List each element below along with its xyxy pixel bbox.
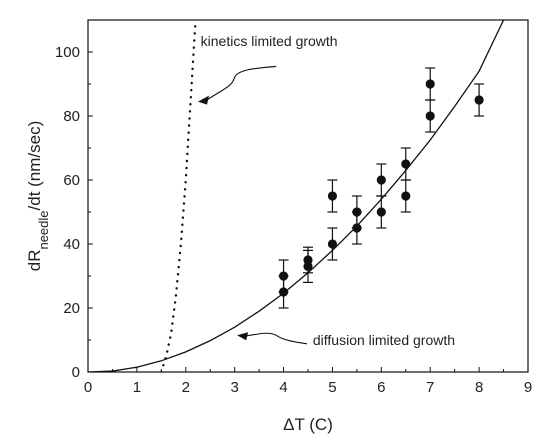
marker-11 — [401, 159, 411, 169]
data-point-13 — [425, 67, 436, 101]
marker-10 — [401, 191, 411, 201]
y-tick-label-4: 80 — [63, 108, 80, 125]
marker-13 — [425, 79, 435, 89]
x-tick-label-7: 7 — [426, 379, 434, 396]
x-tick-label-8: 8 — [475, 379, 483, 396]
plot-frame — [87, 19, 529, 373]
data-point-11 — [400, 147, 411, 181]
data-point-14 — [474, 83, 485, 117]
y-axis-title-subscript: needle — [36, 210, 51, 249]
y-tick-label-5: 100 — [55, 44, 80, 61]
annotation-kinetics: kinetics limited growth — [201, 33, 338, 49]
kinetics-arrow — [205, 65, 277, 102]
y-tick-label-0: 0 — [72, 364, 80, 381]
ticks-layer: 0 1 2 3 4 5 6 7 8 9 0 20 40 60 80 100 — [55, 19, 532, 396]
data-point-5 — [327, 179, 338, 213]
x-axis-title: ΔT (C) — [283, 415, 333, 434]
data-point-9 — [376, 163, 387, 197]
x-tick-label-3: 3 — [230, 379, 238, 396]
y-tick-label-3: 60 — [63, 172, 80, 189]
diffusion-curve — [88, 20, 505, 372]
x-tick-label-1: 1 — [133, 379, 141, 396]
annotation-diffusion: diffusion limited growth — [313, 332, 455, 348]
kinetics-arrowhead — [198, 95, 209, 105]
x-tick-label-5: 5 — [328, 379, 336, 396]
y-axis-title-rest: /dt (nm/sec) — [25, 121, 44, 211]
diffusion-arrow — [245, 332, 308, 345]
data-point-8 — [376, 195, 387, 229]
data-point-1 — [278, 259, 289, 293]
marker-1 — [278, 271, 289, 281]
marker-7 — [352, 207, 362, 217]
annotation-layer: kinetics limited growth diffusion limited… — [198, 33, 455, 348]
x-tick-label-9: 9 — [524, 379, 532, 396]
y-tick-label-1: 20 — [63, 300, 80, 317]
diffusion-arrowhead — [237, 332, 249, 341]
marker-4 — [327, 239, 338, 249]
y-axis-title-main: dR — [25, 250, 44, 272]
x-tick-label-0: 0 — [84, 379, 92, 396]
x-tick-label-6: 6 — [377, 379, 385, 396]
marker-9 — [376, 175, 386, 185]
data-point-7 — [351, 195, 362, 229]
marker-3 — [303, 255, 313, 265]
plot-layer — [88, 20, 505, 372]
y-axis-title: dRneedle/dt (nm/sec) — [25, 121, 51, 272]
data-point-12 — [425, 99, 436, 133]
marker-14 — [474, 95, 484, 105]
marker-5 — [327, 191, 338, 201]
data-point-4 — [327, 227, 338, 261]
data-point-10 — [400, 179, 411, 213]
marker-12 — [425, 111, 435, 121]
marker-8 — [376, 207, 386, 217]
x-tick-label-4: 4 — [279, 379, 287, 396]
x-tick-label-2: 2 — [182, 379, 190, 396]
y-tick-label-2: 40 — [63, 236, 80, 253]
kinetics-curve — [160, 20, 197, 372]
